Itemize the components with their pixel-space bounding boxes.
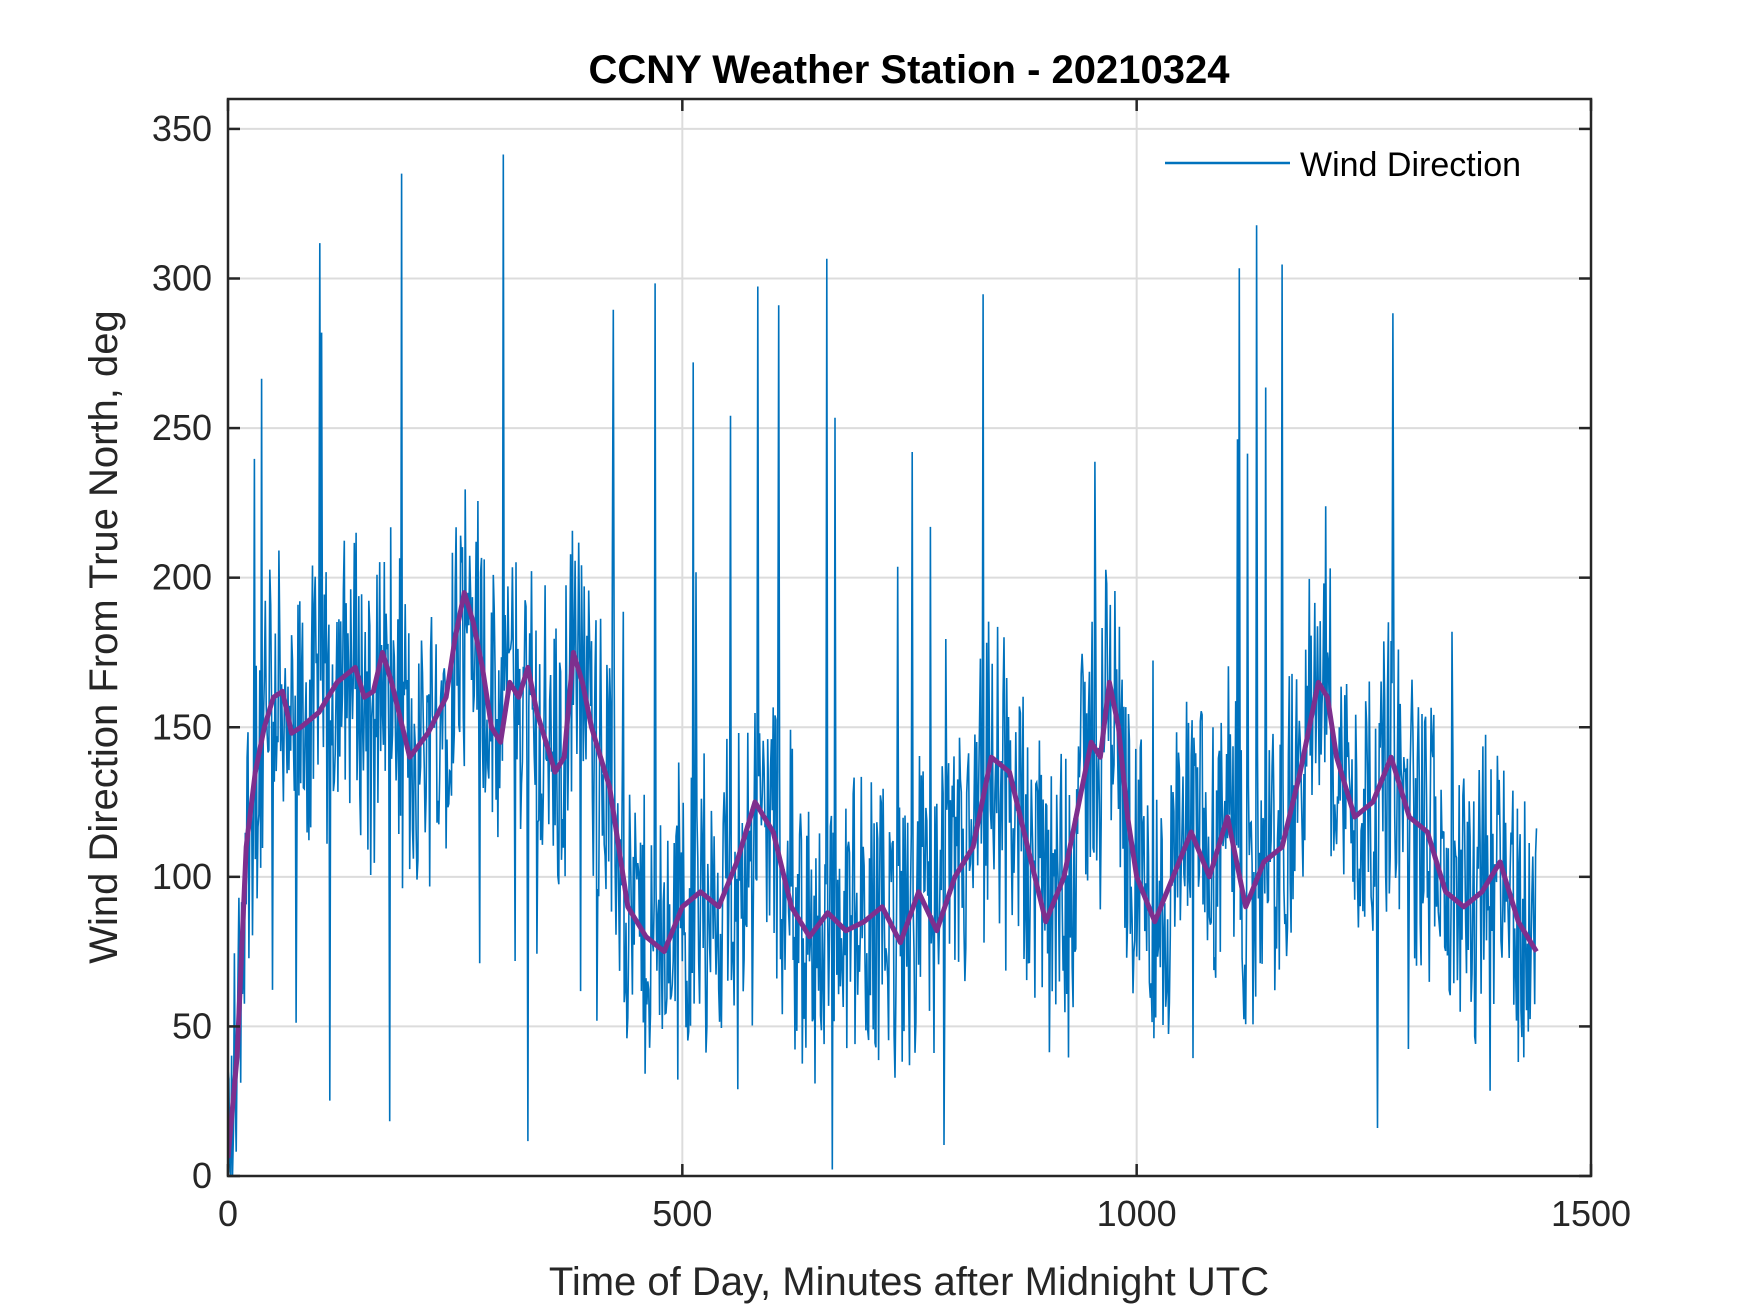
x-tick-label: 1000 [1097, 1193, 1177, 1234]
y-axis-label: Wind Direction From True North, deg [82, 310, 126, 964]
x-tick-label: 0 [218, 1193, 238, 1234]
legend-entry: Wind Direction [1300, 146, 1521, 184]
y-tick-label: 100 [152, 856, 212, 897]
y-tick-label: 50 [172, 1005, 212, 1046]
x-tick-label: 1500 [1551, 1193, 1631, 1234]
plot-area [228, 154, 1539, 1176]
y-tick-label: 0 [192, 1155, 212, 1196]
y-tick-label: 350 [152, 108, 212, 149]
y-tick-label: 250 [152, 407, 212, 448]
ticks: 0 500 1000 1500 0 50 100 150 200 250 300 350 [152, 99, 1631, 1234]
x-tick-label: 500 [652, 1193, 712, 1234]
axes-box [226, 97, 1593, 1178]
wind-direction-smoothed-line [228, 590, 1539, 1159]
wind-direction-raw-line [228, 154, 1538, 1176]
x-axis-label: Time of Day, Minutes after Midnight UTC [549, 1260, 1269, 1304]
legend: Wind Direction [1165, 146, 1521, 184]
chart-title: CCNY Weather Station - 20210324 [589, 48, 1231, 92]
y-tick-label: 300 [152, 258, 212, 299]
y-tick-label: 200 [152, 557, 212, 598]
y-tick-label: 150 [152, 706, 212, 747]
